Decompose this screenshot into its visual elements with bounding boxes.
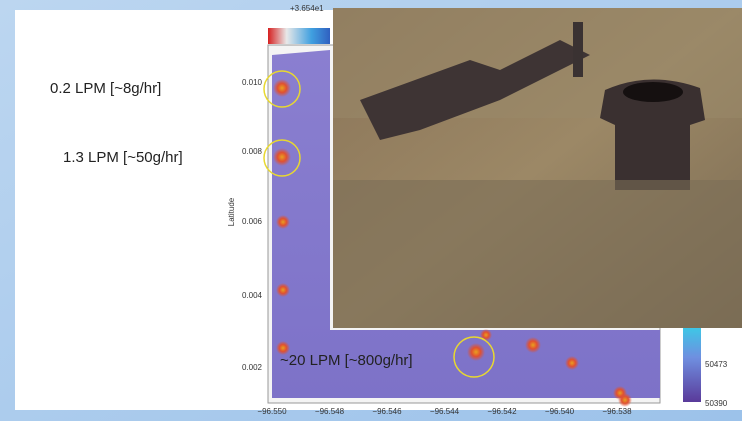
photo-pipe <box>573 22 583 77</box>
colorbar <box>683 328 701 402</box>
hot-spot <box>276 283 290 297</box>
hot-spot <box>273 148 291 166</box>
flow-label: 1.3 LPM [~50g/hr] <box>63 149 183 166</box>
flow-label: 0.2 LPM [~8g/hr] <box>50 80 161 97</box>
colorbar-label: 50473 <box>705 360 728 369</box>
y-tick-label: 0.008 <box>242 147 263 156</box>
x-tick-label: −96.544 <box>430 407 460 416</box>
photo-ground <box>333 180 742 328</box>
x-tick-label: −96.548 <box>315 407 345 416</box>
x-tick-label: −96.540 <box>545 407 575 416</box>
page: {"slide": { "flow_labels": ["0.2 LPM [~8… <box>0 0 742 421</box>
y-tick-label: 0.010 <box>242 78 263 87</box>
x-tick-label: −96.542 <box>487 407 517 416</box>
y-tick-label: 0.006 <box>242 217 263 226</box>
x-tick-label: −96.538 <box>602 407 632 416</box>
hot-spot <box>467 343 485 361</box>
photo <box>333 8 742 328</box>
slide: 0.2 LPM [~8g/hr] 1.3 LPM [~50g/hr] ~20 L… <box>0 0 742 421</box>
y-axis-label: Latitude <box>227 197 236 226</box>
colorbar-label: 50390 <box>705 399 728 408</box>
y-tick-label: 0.002 <box>242 363 263 372</box>
hot-spot <box>276 215 290 229</box>
y-tick-label: 0.004 <box>242 291 263 300</box>
flow-label: ~20 LPM [~800g/hr] <box>280 352 413 369</box>
hot-spot <box>618 393 632 407</box>
photo-fitting-hole <box>623 82 683 102</box>
hot-spot <box>273 79 291 97</box>
x-tick-label: −96.546 <box>372 407 402 416</box>
offset-label: +3.654e1 <box>290 4 324 13</box>
x-tick-label: −96.550 <box>257 407 287 416</box>
hot-spot <box>565 356 579 370</box>
hot-spot <box>525 337 541 353</box>
top-colorbar <box>268 28 330 44</box>
